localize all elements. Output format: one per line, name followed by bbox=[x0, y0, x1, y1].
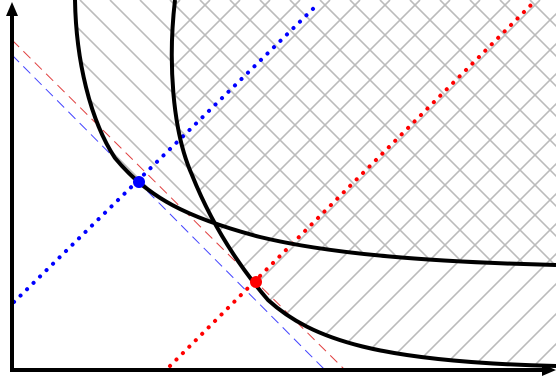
indifference-curve-b bbox=[169, 0, 556, 368]
hatch-line bbox=[259, 0, 556, 265]
hatch-line bbox=[0, 0, 30, 382]
hatch-line bbox=[171, 0, 271, 366]
hatch-line bbox=[75, 0, 421, 265]
hatch-line bbox=[319, 0, 556, 265]
hatch-line bbox=[75, 0, 151, 265]
hatch-line bbox=[75, 0, 211, 265]
hatch-line bbox=[439, 0, 556, 265]
hatch-line bbox=[379, 0, 556, 366]
hatch-line bbox=[469, 0, 556, 265]
hatch-line bbox=[75, 0, 121, 265]
hatch-line bbox=[109, 0, 511, 265]
hatch-line bbox=[199, 0, 556, 265]
hatch-line bbox=[229, 0, 556, 265]
hatch-line bbox=[289, 0, 556, 265]
blue-dotted-line bbox=[12, 2, 320, 304]
hatch-line bbox=[75, 0, 451, 265]
blue-tangency-point bbox=[133, 176, 145, 188]
hatch-line bbox=[171, 0, 301, 366]
hatch-line bbox=[0, 0, 30, 382]
hatch-line bbox=[0, 0, 150, 382]
indifference-curve-a bbox=[73, 0, 556, 267]
hatch-line bbox=[139, 0, 541, 265]
hatch-line bbox=[171, 0, 241, 366]
hatch-line bbox=[349, 0, 556, 265]
hatch-line bbox=[171, 0, 331, 366]
arrow-up-icon bbox=[6, 2, 18, 16]
hatch-line bbox=[75, 0, 391, 265]
hatch-line bbox=[409, 0, 556, 366]
hatch-line bbox=[0, 0, 120, 382]
hatch-line bbox=[379, 0, 556, 265]
hatch-line bbox=[171, 0, 361, 366]
hatch-line bbox=[75, 0, 241, 265]
red-dotted-line bbox=[168, 2, 534, 368]
hatch-line bbox=[79, 0, 481, 265]
hatch-line bbox=[439, 0, 556, 366]
hatch-line bbox=[169, 0, 556, 265]
red-tangency-point bbox=[250, 276, 262, 288]
hatch-line bbox=[409, 0, 556, 265]
blue-dashed-budget-line bbox=[11, 54, 326, 371]
arrow-right-icon bbox=[542, 364, 556, 376]
hatch-line bbox=[171, 0, 211, 366]
hatch-line bbox=[469, 0, 556, 366]
